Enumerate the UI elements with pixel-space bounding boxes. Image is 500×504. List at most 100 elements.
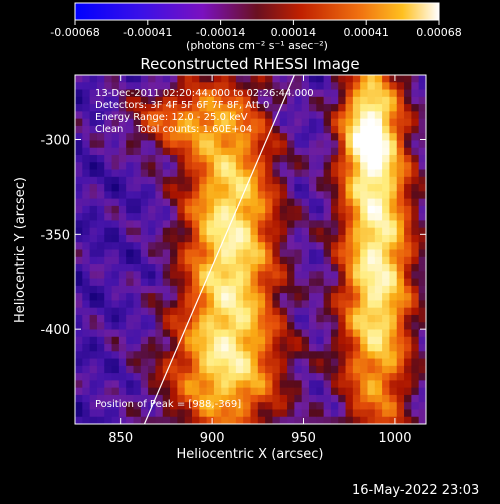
- heatmap-cell: [250, 256, 259, 265]
- heatmap-cell: [323, 256, 332, 265]
- heatmap-cell: [155, 242, 164, 251]
- heatmap-cell: [374, 373, 383, 381]
- heatmap-cell: [126, 133, 135, 142]
- heatmap-cell: [126, 264, 135, 272]
- heatmap-cell: [126, 285, 135, 294]
- heatmap-cell: [104, 82, 113, 91]
- heatmap-cell: [265, 242, 274, 251]
- heatmap-cell: [309, 220, 317, 229]
- heatmap-cell: [206, 402, 215, 411]
- heatmap-cell: [184, 154, 193, 163]
- heatmap-cell: [133, 322, 142, 331]
- heatmap-cell: [82, 147, 91, 156]
- heatmap-cell: [294, 307, 303, 316]
- heatmap-cell: [404, 380, 412, 389]
- heatmap-cell: [235, 227, 244, 236]
- heatmap-cell: [294, 111, 303, 120]
- heatmap-cell: [389, 358, 398, 367]
- heatmap-cell: [360, 365, 369, 374]
- heatmap-cell: [221, 111, 230, 120]
- heatmap-cell: [221, 307, 230, 316]
- heatmap-cell: [345, 147, 354, 156]
- heatmap-cell: [389, 416, 398, 424]
- heatmap-cell: [221, 344, 230, 352]
- heatmap-cell: [389, 154, 398, 163]
- x-tick-label: 900: [200, 431, 225, 446]
- heatmap-cell: [418, 314, 426, 323]
- heatmap-cell: [367, 191, 376, 200]
- heatmap-cell: [279, 293, 288, 301]
- heatmap-cell: [177, 154, 186, 163]
- heatmap-cell: [338, 293, 347, 301]
- heatmap-cell: [323, 125, 332, 134]
- heatmap-cell: [82, 82, 91, 91]
- heatmap-cell: [352, 394, 361, 403]
- heatmap-cell: [199, 234, 208, 243]
- heatmap-cell: [352, 300, 361, 309]
- heatmap-cell: [140, 344, 149, 352]
- heatmap-cell: [199, 242, 208, 251]
- heatmap-cell: [367, 380, 376, 389]
- heatmap-cell: [177, 147, 186, 156]
- heatmap-cell: [228, 140, 237, 149]
- heatmap-cell: [279, 351, 288, 360]
- heatmap-cell: [265, 96, 274, 105]
- heatmap-cell: [301, 198, 310, 207]
- heatmap-cell: [184, 82, 193, 91]
- heatmap-cell: [170, 147, 178, 156]
- heatmap-cell: [104, 125, 113, 134]
- heatmap-cell: [411, 140, 420, 149]
- heatmap-cell: [96, 373, 105, 381]
- heatmap-cell: [82, 351, 91, 360]
- heatmap-cell: [360, 147, 369, 156]
- heatmap-cell: [272, 242, 281, 251]
- heatmap-cell: [243, 89, 252, 98]
- heatmap-cell: [294, 322, 303, 331]
- heatmap-cell: [411, 169, 420, 178]
- heatmap-cell: [199, 220, 208, 229]
- heatmap-cell: [257, 111, 266, 120]
- heatmap-cell: [360, 358, 369, 367]
- heatmap-cell: [162, 234, 171, 243]
- heatmap-cell: [206, 82, 215, 91]
- heatmap-cell: [184, 380, 193, 389]
- heatmap-cell: [389, 140, 398, 149]
- heatmap-cell: [323, 220, 332, 229]
- heatmap-cell: [279, 133, 288, 142]
- heatmap-cell: [250, 264, 259, 272]
- heatmap-cell: [82, 118, 91, 127]
- heatmap-cell: [104, 234, 113, 243]
- heatmap-cell: [301, 75, 310, 83]
- heatmap-cell: [345, 162, 354, 171]
- heatmap-cell: [111, 111, 120, 120]
- heatmap-cell: [89, 307, 98, 316]
- heatmap-cell: [345, 278, 354, 287]
- heatmap-cell: [309, 169, 317, 178]
- heatmap-cell: [235, 387, 244, 396]
- heatmap-cell: [140, 234, 149, 243]
- heatmap-cell: [221, 285, 230, 294]
- heatmap-cell: [374, 213, 383, 222]
- heatmap-cell: [243, 322, 252, 331]
- heatmap-cell: [75, 322, 83, 331]
- heatmap-cell: [126, 416, 135, 424]
- heatmap-cell: [265, 271, 274, 280]
- heatmap-cell: [235, 329, 244, 338]
- heatmap-cell: [287, 89, 295, 98]
- heatmap-cell: [301, 358, 310, 367]
- heatmap-cell: [75, 264, 83, 272]
- heatmap-cell: [118, 140, 127, 149]
- heatmap-cell: [213, 104, 222, 112]
- heatmap-cell: [133, 285, 142, 294]
- heatmap-cell: [228, 264, 237, 272]
- heatmap-cell: [140, 336, 149, 345]
- heatmap-cell: [243, 314, 252, 323]
- heatmap-cell: [75, 416, 83, 424]
- heatmap-cell: [352, 373, 361, 381]
- heatmap-cell: [243, 278, 252, 287]
- heatmap-cell: [309, 365, 317, 374]
- heatmap-cell: [396, 96, 405, 105]
- heatmap-cell: [118, 162, 127, 171]
- heatmap-cell: [184, 416, 193, 424]
- heatmap-cell: [404, 133, 412, 142]
